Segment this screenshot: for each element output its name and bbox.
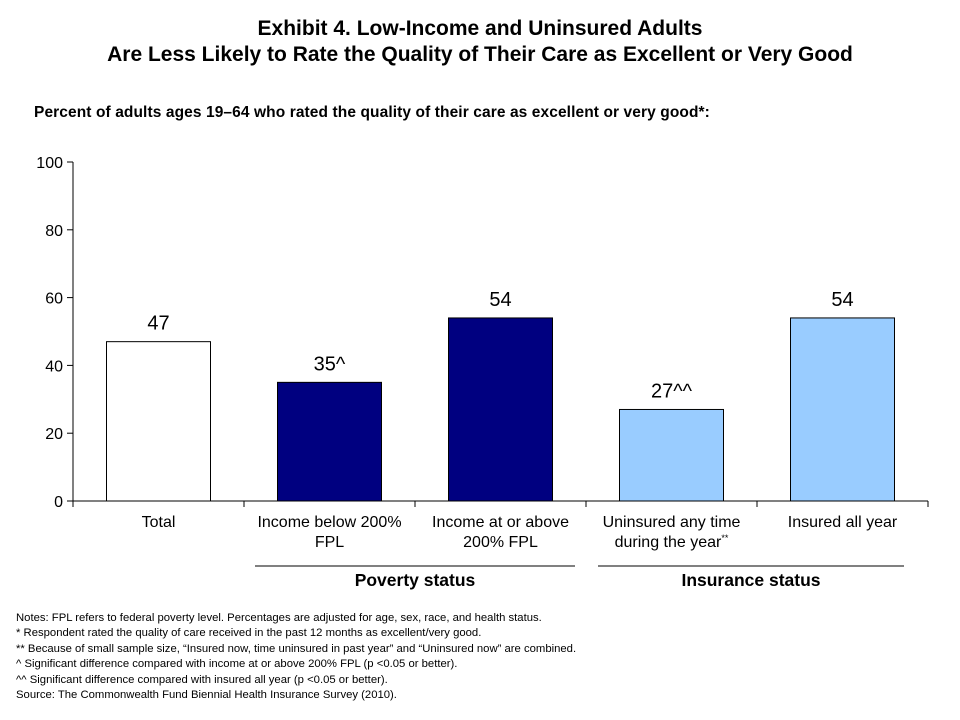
data-label: 54: [831, 289, 853, 311]
group-label-poverty: Poverty status: [354, 570, 476, 590]
data-label: 54: [489, 289, 511, 311]
category-label: during the year**: [615, 533, 729, 551]
notes: Notes: FPL refers to federal poverty lev…: [16, 611, 946, 703]
group-label-insurance: Insurance status: [681, 570, 821, 590]
bar: [448, 317, 553, 502]
bar: [790, 317, 895, 502]
note-line: Source: The Commonwealth Fund Biennial H…: [16, 689, 397, 702]
category-label: Income at or above: [432, 514, 569, 531]
note-line: ** Because of small sample size, “Insure…: [16, 642, 577, 655]
y-tick-label: 0: [54, 494, 63, 511]
category-label: Income below 200%: [257, 514, 401, 531]
y-tick-label: 40: [45, 358, 63, 375]
y-tick-label: 100: [36, 155, 63, 172]
note-line: ^^ Significant difference compared with …: [16, 673, 388, 686]
bar: [106, 341, 211, 502]
category-marker: **: [721, 533, 729, 543]
category-label: Total: [142, 514, 176, 531]
y-tick-label: 80: [45, 223, 63, 240]
category-label: 200% FPL: [463, 534, 538, 551]
data-label: 27^^: [651, 380, 693, 402]
bar: [277, 381, 382, 502]
title-line-1: Exhibit 4. Low-Income and Uninsured Adul…: [257, 17, 703, 40]
category-label: FPL: [315, 534, 344, 551]
bar: [619, 408, 724, 502]
data-label: 47: [147, 313, 169, 335]
note-line: Notes: FPL refers to federal poverty lev…: [16, 612, 542, 624]
y-tick-label: 60: [45, 291, 63, 308]
note-line: ^ Significant difference compared with i…: [16, 658, 458, 671]
bar-chart: 0 20 40 60 80 100 47 Total 35^ Income below 200% F…: [36, 155, 929, 567]
note-line: * Respondent rated the quality of care r…: [16, 627, 482, 640]
data-label: 35^: [314, 353, 346, 375]
chart-subtitle: Percent of adults ages 19–64 who rated t…: [34, 104, 710, 121]
y-tick-label: 20: [45, 426, 63, 443]
chart-title: Exhibit 4. Low-Income and Uninsured Adul…: [0, 16, 960, 68]
category-label: Insured all year: [788, 514, 898, 531]
title-line-2: Are Less Likely to Rate the Quality of T…: [107, 43, 853, 66]
category-label: Uninsured any time: [603, 514, 741, 531]
